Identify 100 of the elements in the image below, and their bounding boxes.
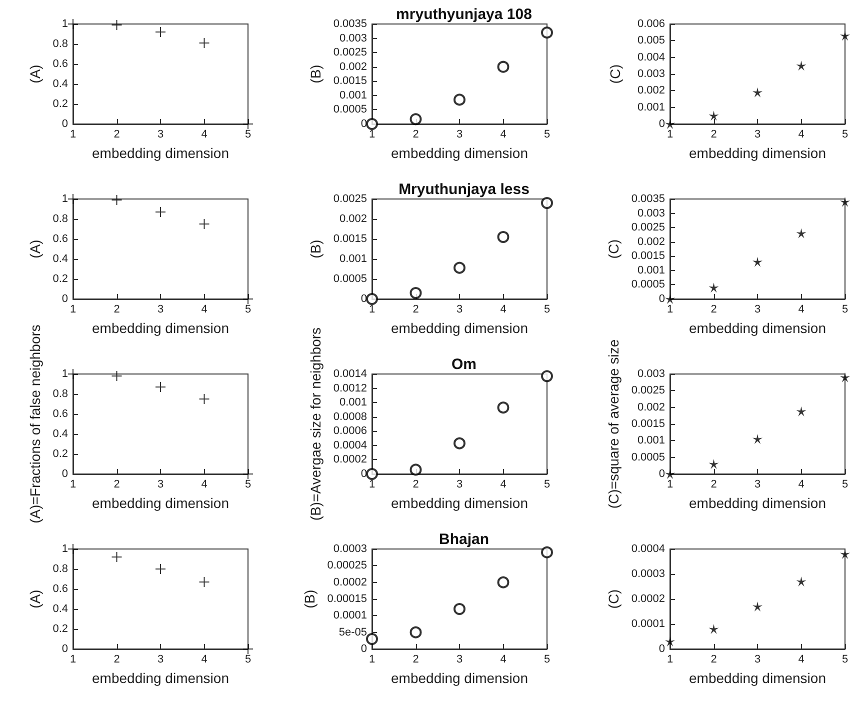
x-tick-label: 5: [244, 654, 252, 666]
x-tick-label: 5: [544, 128, 550, 140]
point: [198, 38, 210, 48]
x-tick-label: 4: [798, 128, 804, 140]
x-tick-label: 4: [500, 128, 506, 140]
y-tick-label: 0: [360, 468, 367, 480]
y-tick-label: 0: [360, 643, 367, 655]
point: [68, 194, 78, 204]
y-tick-label: 0: [658, 293, 665, 305]
y-tick-label: 0.0005: [631, 451, 665, 464]
y-tick-label: 0.8: [52, 563, 68, 575]
y-tick-label: 0.0015: [333, 75, 367, 88]
chart-title: mryuthyunjaya 108: [396, 6, 532, 23]
x-tick-label: 4: [500, 654, 506, 666]
y-tick-label: 0.0006: [333, 425, 367, 438]
point: [796, 576, 806, 586]
x-tick-label: 1: [70, 654, 76, 666]
y-tick-label: 0.2: [52, 273, 68, 285]
point: [454, 437, 466, 450]
x-tick-label: 3: [157, 654, 164, 666]
point: [410, 464, 422, 476]
x-tick-label: 4: [798, 304, 804, 316]
point: [410, 626, 422, 638]
y-tick-label: 1: [62, 193, 68, 205]
point: [410, 113, 422, 126]
y-tick-label: 0.0015: [333, 233, 367, 245]
x-tick-label: 2: [412, 654, 419, 666]
y-tick-label: 0.001: [637, 264, 665, 276]
y-tick-label: 0.003: [637, 68, 665, 80]
x-tick-label: 1: [666, 304, 674, 316]
x-tick-label: 3: [157, 128, 164, 140]
y-tick-label: 0.001: [637, 101, 665, 114]
y-axis-title: (A): [26, 590, 43, 608]
point: [366, 118, 378, 130]
y-tick-label: 0.0008: [333, 410, 367, 423]
y-tick-label: 0.0002: [333, 454, 367, 466]
y-tick-label: 0.0005: [333, 273, 367, 285]
y-tick-label: 0.2: [52, 98, 68, 110]
x-tick-label: 5: [842, 654, 848, 666]
x-tick-label: 2: [710, 304, 717, 316]
point: [541, 546, 553, 558]
point: [541, 197, 553, 209]
y-tick-label: 0.001: [339, 89, 367, 102]
y-tick-label: 0.0003: [631, 568, 665, 580]
x-tick-label: 1: [368, 478, 376, 490]
chart-title: Mryuthunjaya less: [398, 181, 530, 198]
x-axis-title: embedding dimension: [689, 670, 826, 686]
y-axis-title: (B): [301, 590, 318, 608]
y-tick-label: 0.4: [52, 603, 68, 615]
y-tick-label: 0.0005: [631, 278, 665, 291]
y-tick-label: 0: [62, 468, 68, 480]
point: [665, 119, 675, 129]
y-axis-title: (A): [26, 64, 43, 84]
x-tick-label: 5: [244, 304, 252, 316]
y-axis-title: (C): [605, 239, 622, 259]
x-tick-label: 3: [157, 478, 164, 490]
point: [840, 30, 850, 41]
y-tick-label: 0.001: [637, 434, 665, 447]
x-axis-title: embedding dimension: [92, 495, 229, 511]
point: [454, 262, 466, 274]
x-tick-label: 4: [798, 654, 804, 666]
y-tick-label: 0.0012: [333, 382, 367, 394]
point: [665, 636, 675, 646]
point: [708, 624, 719, 634]
y-tick-label: 0.0035: [333, 18, 367, 30]
y-tick-label: 0.003: [637, 207, 665, 220]
point: [708, 282, 719, 293]
y-tick-label: 0.001: [339, 396, 367, 409]
x-tick-label: 3: [456, 304, 463, 316]
x-tick-label: 3: [456, 128, 463, 140]
x-tick-label: 3: [754, 654, 761, 666]
point: [752, 602, 762, 612]
y-tick-label: 0.00015: [327, 593, 367, 605]
point: [242, 468, 254, 480]
y-axis-title: (C): [605, 589, 622, 609]
x-tick-label: 5: [842, 304, 848, 316]
y-tick-label: 0.4: [52, 253, 68, 265]
x-tick-label: 4: [201, 128, 208, 140]
x-tick-label: 5: [244, 128, 252, 140]
point: [155, 206, 166, 218]
y-tick-label: 0.8: [52, 38, 68, 50]
x-tick-label: 4: [201, 478, 208, 490]
x-axis-title: embedding dimension: [689, 495, 826, 511]
point: [242, 294, 254, 304]
y-tick-label: 0.0015: [631, 418, 665, 430]
point: [541, 26, 553, 39]
y-tick-label: 0.0001: [333, 610, 367, 622]
y-tick-label: 0: [62, 118, 68, 130]
x-tick-label: 1: [368, 128, 376, 140]
point: [752, 434, 762, 444]
y-tick-label: 0.2: [52, 623, 68, 635]
x-tick-label: 3: [157, 304, 164, 316]
y-tick-label: 0.0025: [631, 222, 665, 234]
y-tick-label: 0: [658, 118, 665, 130]
point: [111, 20, 122, 30]
y-axis-title: (C)=square of average size: [605, 339, 622, 509]
y-tick-label: 0.6: [52, 583, 68, 595]
y-axis-title: (A): [26, 240, 43, 258]
x-tick-label: 3: [754, 304, 761, 316]
y-tick-label: 0.005: [637, 34, 665, 47]
